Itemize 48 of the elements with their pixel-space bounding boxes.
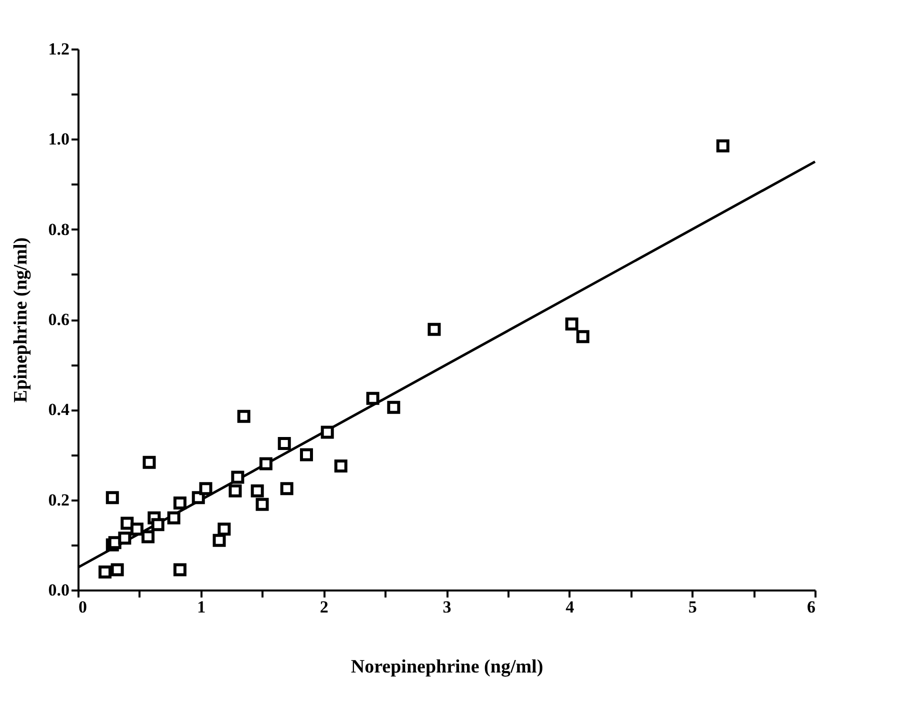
point [428,322,441,336]
point [142,530,155,544]
point [280,482,294,496]
point [167,511,180,524]
y-tick-label: 0.6 [48,310,70,329]
y-tick-label: 1.0 [48,130,70,149]
point [565,318,578,331]
point [256,498,269,511]
point [173,563,186,576]
point [387,400,400,414]
point [228,484,242,498]
point [320,426,334,439]
point [118,532,132,545]
point [366,392,380,405]
point [250,484,264,498]
x-tick-label: 2 [320,598,328,616]
point [334,460,348,473]
point [130,522,144,536]
x-tick-label: 3 [442,598,452,616]
point [278,436,291,450]
x-tick-label: 4 [566,598,575,616]
point [237,410,250,423]
point [173,496,186,510]
y-tick-label: 0.2 [48,490,70,510]
point [106,491,119,504]
point [142,456,156,469]
point [576,330,590,344]
y-axis-title: Epinephrine (ng/ml) [10,237,32,403]
y-tick-label: 1.2 [48,40,70,58]
y-tick-label: 0.0 [48,580,70,600]
point [218,522,231,536]
x-axis-title: Norepinephrine (ng/ml) [350,656,544,678]
x-tick-label: 1 [197,598,206,616]
x-tick-label: 5 [688,598,697,616]
point [110,563,124,576]
y-tick-label: 0.8 [48,220,70,239]
point [120,516,134,530]
point [716,139,730,152]
y-tick-label: 0.4 [48,400,70,420]
point [300,448,313,462]
point [98,565,112,578]
point [151,518,164,532]
point [199,482,212,496]
x-tick-label: 0 [78,598,87,616]
x-tick-label: 6 [807,598,816,616]
point [212,534,226,547]
point [259,457,272,470]
point [231,470,244,484]
